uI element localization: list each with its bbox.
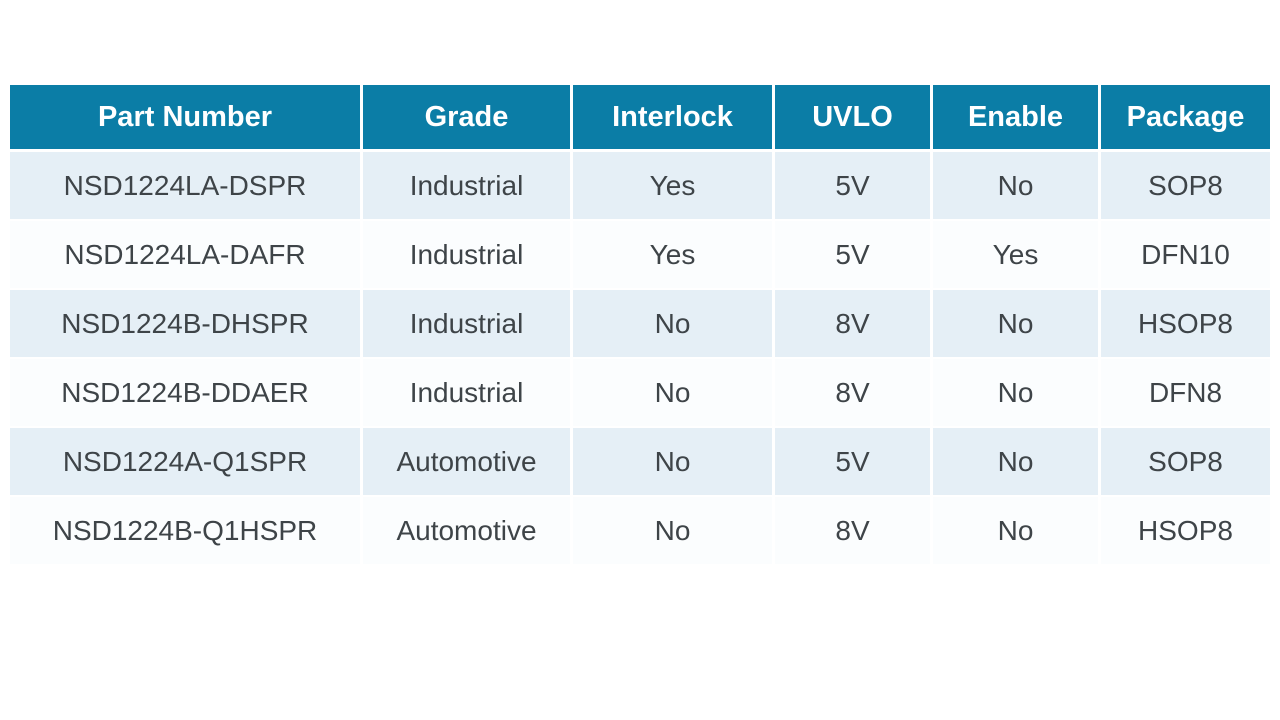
table-header-row: Part Number Grade Interlock UVLO Enable Packa… bbox=[10, 85, 1270, 152]
table-cell: NSD1224B-Q1HSPR bbox=[10, 497, 363, 566]
table-row: NSD1224B-DHSPR Industrial No 8V No HSOP8 bbox=[10, 290, 1270, 359]
table-cell: NSD1224LA-DSPR bbox=[10, 152, 363, 221]
column-header: UVLO bbox=[775, 85, 933, 152]
column-header: Enable bbox=[933, 85, 1101, 152]
table-cell: No bbox=[933, 152, 1101, 221]
table-cell: DFN10 bbox=[1101, 221, 1270, 290]
table-cell: HSOP8 bbox=[1101, 497, 1270, 566]
table-cell: DFN8 bbox=[1101, 359, 1270, 428]
table-cell: 5V bbox=[775, 221, 933, 290]
table-cell: Yes bbox=[573, 221, 775, 290]
table-cell: Automotive bbox=[363, 428, 573, 497]
table-row: NSD1224LA-DAFR Industrial Yes 5V Yes DFN10 bbox=[10, 221, 1270, 290]
column-header: Grade bbox=[363, 85, 573, 152]
table-cell: HSOP8 bbox=[1101, 290, 1270, 359]
table-cell: No bbox=[573, 428, 775, 497]
table-cell: No bbox=[573, 290, 775, 359]
table-cell: Industrial bbox=[363, 152, 573, 221]
table-body: NSD1224LA-DSPR Industrial Yes 5V No SOP8 NSD12… bbox=[10, 152, 1270, 566]
table-cell: 5V bbox=[775, 152, 933, 221]
table-cell: No bbox=[933, 428, 1101, 497]
table-cell: SOP8 bbox=[1101, 428, 1270, 497]
table-cell: 8V bbox=[775, 290, 933, 359]
table-cell: NSD1224LA-DAFR bbox=[10, 221, 363, 290]
table-cell: No bbox=[933, 290, 1101, 359]
table-cell: No bbox=[933, 497, 1101, 566]
table-cell: 8V bbox=[775, 359, 933, 428]
table-cell: Industrial bbox=[363, 221, 573, 290]
table-row: NSD1224B-Q1HSPR Automotive No 8V No HSOP8 bbox=[10, 497, 1270, 566]
table-header: Part Number Grade Interlock UVLO Enable Packa… bbox=[10, 85, 1270, 152]
table-cell: Yes bbox=[573, 152, 775, 221]
table-row: NSD1224LA-DSPR Industrial Yes 5V No SOP8 bbox=[10, 152, 1270, 221]
table-cell: NSD1224A-Q1SPR bbox=[10, 428, 363, 497]
table-row: NSD1224B-DDAER Industrial No 8V No DFN8 bbox=[10, 359, 1270, 428]
table-cell: Yes bbox=[933, 221, 1101, 290]
column-header: Part Number bbox=[10, 85, 363, 152]
table-cell: Automotive bbox=[363, 497, 573, 566]
table-cell: NSD1224B-DDAER bbox=[10, 359, 363, 428]
part-selector-table: Part Number Grade Interlock UVLO Enable Packa… bbox=[10, 85, 1270, 566]
table-cell: 8V bbox=[775, 497, 933, 566]
table-row: NSD1224A-Q1SPR Automotive No 5V No SOP8 bbox=[10, 428, 1270, 497]
table-cell: No bbox=[933, 359, 1101, 428]
column-header: Package bbox=[1101, 85, 1270, 152]
table-cell: NSD1224B-DHSPR bbox=[10, 290, 363, 359]
column-header: Interlock bbox=[573, 85, 775, 152]
table-cell: 5V bbox=[775, 428, 933, 497]
table-cell: No bbox=[573, 497, 775, 566]
table-cell: Industrial bbox=[363, 290, 573, 359]
table-cell: Industrial bbox=[363, 359, 573, 428]
table-cell: SOP8 bbox=[1101, 152, 1270, 221]
table-cell: No bbox=[573, 359, 775, 428]
